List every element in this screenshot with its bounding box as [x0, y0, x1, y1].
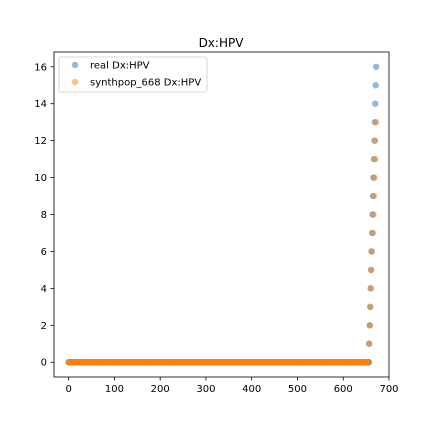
plot-area	[54, 52, 389, 377]
data-point	[364, 359, 372, 366]
data-point	[368, 248, 375, 255]
data-point	[372, 100, 379, 107]
data-point	[367, 285, 374, 292]
y-tick-label: 4	[41, 284, 47, 295]
x-tick-label: 500	[288, 384, 307, 395]
data-point	[372, 137, 379, 144]
x-tick-label: 100	[105, 384, 124, 395]
data-point	[365, 340, 373, 347]
data-point	[369, 229, 377, 237]
x-tick-label: 0	[65, 384, 71, 395]
data-point	[372, 82, 379, 89]
y-tick-label: 14	[34, 99, 47, 110]
x-tick-label: 400	[242, 384, 261, 395]
y-tick-label: 2	[41, 321, 47, 332]
y-tick-label: 8	[41, 210, 47, 221]
data-point	[372, 118, 380, 126]
data-point	[367, 266, 375, 274]
legend-marker-real	[71, 61, 79, 69]
series-layer	[65, 63, 380, 366]
legend-label-synthpop: synthpop_668 Dx:HPV	[90, 78, 201, 89]
legend: real Dx:HPV synthpop_668 Dx:HPV	[58, 56, 208, 93]
x-tick-label: 200	[151, 384, 170, 395]
series-1	[65, 118, 380, 366]
x-tick-label: 600	[334, 384, 353, 395]
legend-box	[58, 56, 208, 93]
x-axis: 0 100 200 300 400 500 600 700	[65, 377, 399, 395]
legend-label-real: real Dx:HPV	[90, 61, 150, 72]
y-tick-label: 0	[41, 358, 47, 369]
chart-title: Dx:HPV	[199, 36, 245, 50]
data-point	[367, 303, 374, 311]
legend-marker-synthpop	[71, 78, 79, 86]
y-axis: 0 2 4 6 8 10 12 14 16	[34, 62, 54, 369]
y-tick-label: 16	[34, 62, 47, 73]
data-point	[372, 63, 380, 70]
x-tick-label: 700	[379, 384, 398, 395]
y-tick-label: 12	[34, 136, 47, 147]
data-point	[371, 174, 378, 181]
data-point	[366, 322, 373, 329]
data-point	[372, 155, 379, 163]
x-tick-label: 300	[196, 384, 215, 395]
data-point	[370, 192, 378, 200]
y-tick-label: 6	[41, 247, 47, 258]
data-point	[370, 211, 377, 218]
y-tick-label: 10	[34, 173, 47, 184]
